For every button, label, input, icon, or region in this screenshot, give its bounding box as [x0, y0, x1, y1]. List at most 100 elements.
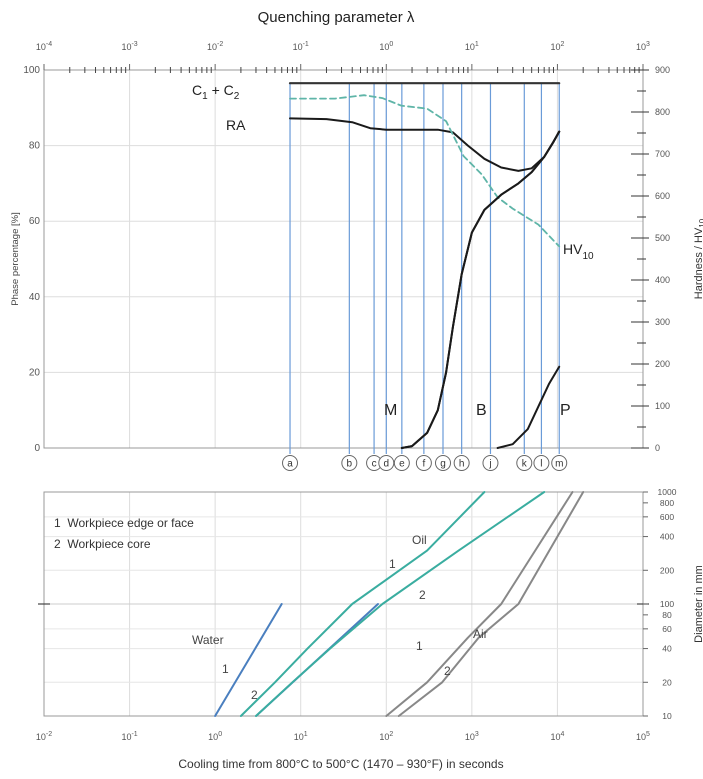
phase-tick-label: 60	[29, 216, 41, 227]
cooling-curve-marker-label: g	[440, 459, 446, 470]
cooling-curve-marker-label: k	[522, 459, 528, 470]
hardness-tick-label: 800	[655, 107, 670, 117]
c1c2-sub1: 1	[202, 91, 208, 102]
phase-tick-label: 40	[29, 292, 41, 303]
oil-1-label: 1	[389, 557, 396, 571]
diameter-axis-label: Diameter in mm	[693, 565, 703, 643]
air-2-label: 2	[444, 664, 451, 678]
phase-percentage-axis-label: Phase percentage [%]	[10, 212, 21, 305]
cooling-curve-marker	[533, 455, 550, 471]
bottom-x-tick-label: 105	[636, 731, 650, 742]
hv-sub: 10	[582, 251, 594, 262]
top-chart-title: Quenching parameter λ	[258, 9, 415, 26]
diameter-tick-label: 600	[660, 512, 674, 522]
water-label: Water	[192, 633, 224, 647]
top-x-tick-label: 102	[550, 41, 564, 52]
phase-tick-label: 100	[23, 65, 40, 76]
phase-tick-label: 80	[29, 141, 41, 152]
cooling-curve-marker-label: a	[287, 459, 293, 470]
hardness-tick-label: 0	[655, 443, 660, 453]
bottom-x-tick-label: 102	[379, 731, 393, 742]
diameter-tick-label: 800	[660, 498, 674, 508]
c1c2-sub2: 2	[234, 91, 240, 102]
series-oil-1	[239, 491, 486, 717]
cooling-curve-marker	[415, 455, 432, 471]
c1c2-c1: C	[192, 82, 202, 98]
cooling-curve-marker-label: j	[488, 459, 491, 470]
cooling-curve-marker-label: e	[399, 459, 405, 470]
series-hv10	[289, 94, 561, 248]
bottom-chart-x-ticks: 10-2 10-1 100 101 102 103 104 105	[36, 731, 650, 742]
bottom-chart-series	[214, 491, 585, 717]
bottom-x-tick-label: 10-2	[36, 731, 52, 742]
hardness-tick-label: 700	[655, 149, 670, 159]
phase-tick-label: 20	[29, 367, 41, 378]
bottom-x-tick-label: 10-1	[121, 731, 137, 742]
diameter-tick-label: 80	[662, 610, 672, 620]
bainite-label: B	[476, 402, 487, 419]
ra-label: RA	[226, 117, 246, 133]
cooling-curve-marker-label: c	[372, 459, 377, 470]
bottom-x-tick-label: 104	[550, 731, 564, 742]
cooling-curve-marker-label: m	[555, 459, 563, 470]
bottom-x-tick-label: 101	[294, 731, 308, 742]
diameter-tick-label: 100	[660, 599, 674, 609]
cooling-curve-marker-label: b	[347, 459, 353, 470]
diameter-tick-label: 20	[662, 677, 672, 687]
series-water-1	[214, 603, 283, 717]
air-label: Air	[473, 627, 488, 641]
bottom-x-tick-label: 100	[208, 731, 222, 742]
top-x-tick-label: 103	[636, 41, 650, 52]
diameter-tick-label: 200	[660, 565, 674, 575]
phase-tick-label: 0	[34, 443, 40, 454]
top-chart-x-ticks: 10-4 10-3 10-2 10-1 100 101 102 103	[36, 41, 650, 73]
series-air-1	[385, 491, 574, 717]
c1-c2-label: C1 + C2	[192, 82, 240, 102]
water-2-label: 2	[251, 688, 258, 702]
hv10-label: HV10	[563, 241, 594, 262]
top-x-tick-label: 10-1	[293, 41, 309, 52]
oil-label: Oil	[412, 533, 427, 547]
cooling-curve-marker	[453, 455, 470, 471]
top-x-tick-label: 10-3	[121, 41, 137, 52]
hardness-tick-label: 900	[655, 65, 670, 75]
hardness-axis-label: Hardness / HV10	[693, 218, 703, 299]
diameter-tick-label: 400	[660, 532, 674, 542]
top-chart-hardness-ticks: 0 100 200 300 400 500 600 700 800 900	[631, 65, 670, 453]
hardness-tick-label: 500	[655, 233, 670, 243]
hardness-tick-label: 300	[655, 317, 670, 327]
hardness-axis-label-main: Hardness / HV	[693, 227, 703, 299]
top-x-tick-label: 10-2	[207, 41, 223, 52]
pearlite-label: P	[560, 402, 571, 419]
diameter-tick-label: 60	[662, 624, 672, 634]
hardness-tick-label: 600	[655, 191, 670, 201]
cooling-curve-marker	[282, 455, 299, 471]
cooling-curve-marker	[341, 455, 358, 471]
cooling-curve-marker	[516, 455, 533, 471]
cooling-time-axis-label: Cooling time from 800°C to 500°C (1470 –…	[178, 757, 503, 771]
top-x-tick-label: 10-4	[36, 41, 52, 52]
cooling-curve-marker-label: d	[384, 459, 390, 470]
top-chart-y-ticks: 0 20 40 60 80 100	[23, 65, 40, 454]
cooling-curve-marker	[393, 455, 410, 471]
top-x-tick-label: 101	[465, 41, 479, 52]
air-1-label: 1	[416, 639, 423, 653]
water-1-label: 1	[222, 662, 229, 676]
hardness-tick-label: 200	[655, 359, 670, 369]
bottom-x-tick-label: 103	[465, 731, 479, 742]
series-b	[400, 130, 561, 449]
hardness-axis-label-sub: 10	[698, 218, 703, 227]
top-x-tick-label: 100	[379, 41, 393, 52]
cooling-curve-marker	[482, 455, 499, 471]
series-ra	[289, 117, 561, 172]
oil-2-label: 2	[419, 588, 426, 602]
cooling-curve-lines	[289, 83, 560, 454]
diameter-tick-label: 40	[662, 644, 672, 654]
hardness-tick-label: 400	[655, 275, 670, 285]
cooling-curve-marker-label: f	[422, 459, 425, 470]
hardness-tick-label: 100	[655, 401, 670, 411]
series-oil-2	[255, 491, 546, 717]
